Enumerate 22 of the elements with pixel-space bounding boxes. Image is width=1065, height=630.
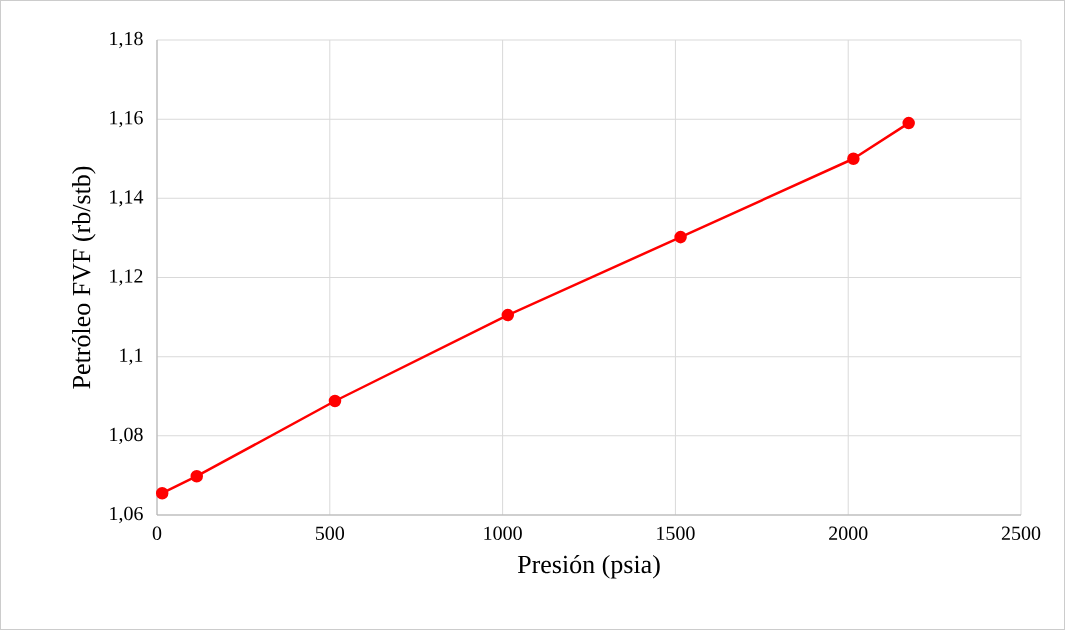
point [902, 116, 915, 130]
x-tick-label: 0 [152, 526, 162, 541]
x-tick-label: 1000 [484, 526, 522, 541]
x-axis-title: Presión (psia) [517, 554, 660, 579]
point [155, 486, 169, 500]
y-tick-label: 1,18 [110, 31, 143, 49]
y-tick-label: 1,12 [110, 269, 143, 286]
point [328, 394, 342, 408]
y-tick-label: 1,1 [120, 348, 143, 365]
y-axis-title: Petróleo FVF (rb/stb) [71, 166, 96, 389]
x-tick-label: 2000 [829, 526, 868, 541]
x-tick-label: 2500 [1001, 526, 1041, 541]
x-tick-label: 500 [315, 526, 345, 541]
point [847, 152, 860, 165]
y-tick-label: 1,08 [110, 427, 143, 445]
y-tick-label: 1,16 [110, 111, 143, 128]
point [674, 230, 687, 244]
y-tick-label: 1,14 [110, 190, 144, 207]
point [501, 308, 515, 322]
point [190, 469, 203, 483]
y-tick-label: 1,06 [110, 506, 143, 524]
x-tick-label: 1500 [657, 526, 695, 541]
